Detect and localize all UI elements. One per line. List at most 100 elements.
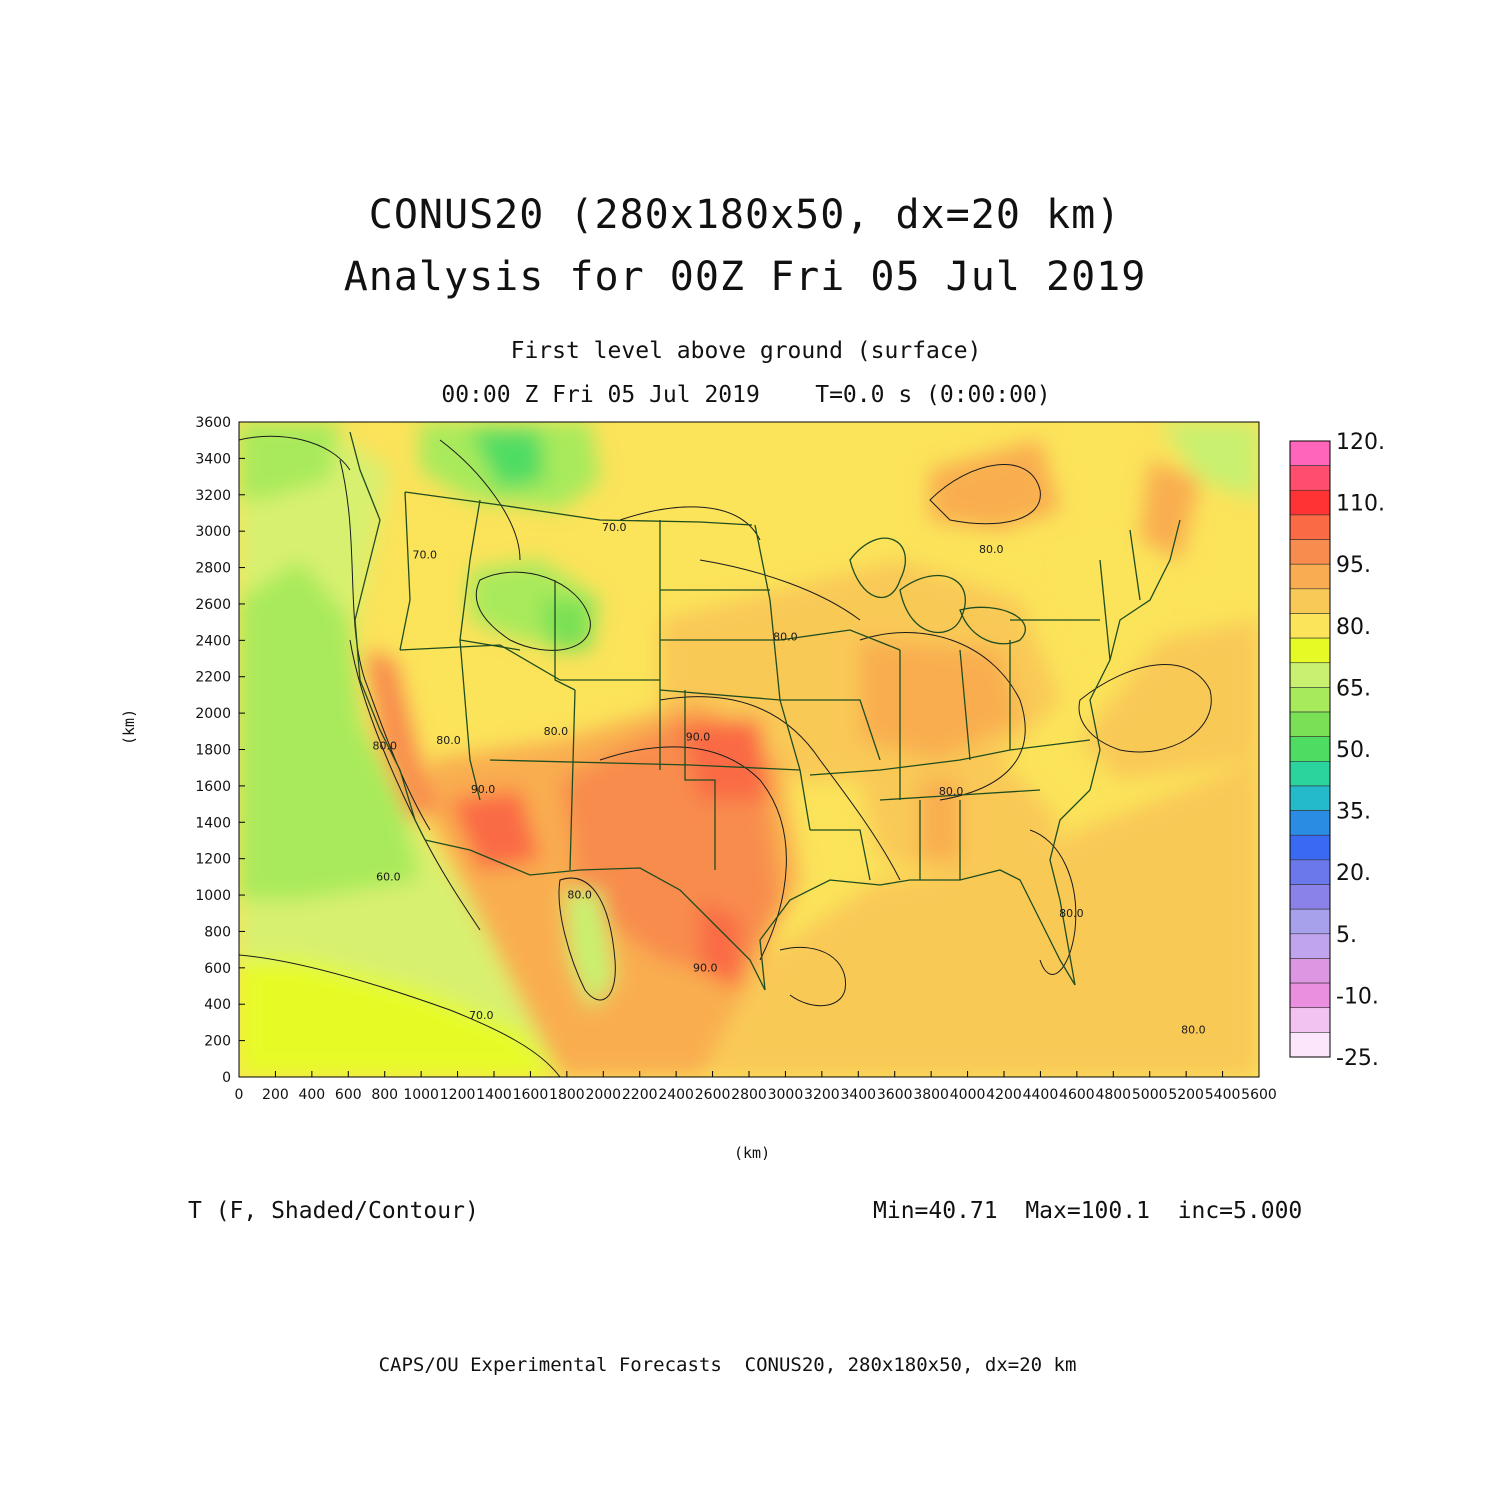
y-tick-label: 1600 xyxy=(195,779,231,795)
x-tick-label: 2200 xyxy=(622,1087,658,1103)
colorbar-swatch xyxy=(1289,489,1331,516)
y-tick-label: 3000 xyxy=(195,524,231,540)
colorbar-swatch xyxy=(1289,539,1331,565)
level-description: First level above ground (surface) xyxy=(510,338,982,364)
x-tick-label: 5600 xyxy=(1241,1087,1277,1103)
colorbar-swatch xyxy=(1289,933,1331,959)
y-tick-label: 1800 xyxy=(195,743,231,759)
contour-label: 90.0 xyxy=(693,961,718,974)
contour-label: 70.0 xyxy=(469,1009,494,1022)
y-tick-label: 2200 xyxy=(195,670,231,686)
x-tick-label: 1600 xyxy=(513,1087,549,1103)
x-tick-label: 1400 xyxy=(476,1087,512,1103)
x-tick-label: 1200 xyxy=(440,1087,476,1103)
x-axis: 0 200 400 600 800 1000 1200 1400 1600 1800 2000 220… xyxy=(235,1071,1277,1103)
colorbar-label: 95. xyxy=(1336,553,1371,578)
field-statistics: Min=40.71 Max=100.1 inc=5.000 xyxy=(873,1198,1303,1224)
colorbar-swatch xyxy=(1289,982,1331,1009)
y-tick-label: 1200 xyxy=(195,852,231,868)
colorbar-swatch xyxy=(1289,440,1331,466)
y-tick-label: 2600 xyxy=(195,597,231,613)
colorbar-label: 120. xyxy=(1336,430,1385,455)
contour-label: 90.0 xyxy=(471,783,496,796)
contour-label: 70.0 xyxy=(413,548,438,561)
colorbar-swatch xyxy=(1289,563,1331,590)
colorbar-swatch xyxy=(1289,1007,1331,1033)
colorbar-swatch xyxy=(1289,834,1331,861)
x-tick-label: 200 xyxy=(262,1087,289,1103)
contour-label: 70.0 xyxy=(602,521,627,534)
y-tick-label: 3600 xyxy=(195,415,231,431)
colorbar-swatch xyxy=(1289,465,1331,491)
x-tick-label: 3200 xyxy=(804,1087,840,1103)
y-tick-label: 0 xyxy=(222,1070,231,1086)
colorbar-label: -25. xyxy=(1336,1046,1379,1071)
credit-footer: CAPS/OU Experimental Forecasts CONUS20, … xyxy=(378,1354,1077,1376)
contour-label: 80.0 xyxy=(939,785,964,798)
x-tick-label: 2400 xyxy=(658,1087,694,1103)
x-tick-label: 5000 xyxy=(1132,1087,1168,1103)
colorbar-swatch xyxy=(1289,662,1331,688)
valid-time: 00:00 Z Fri 05 Jul 2019 T=0.0 s (0:00:00… xyxy=(441,382,1051,408)
x-tick-label: 600 xyxy=(335,1087,362,1103)
shaded-field xyxy=(239,422,1259,1077)
x-axis-label: (km) xyxy=(734,1144,771,1162)
contour-label: 80.0 xyxy=(372,740,397,753)
y-tick-label: 2800 xyxy=(195,561,231,577)
y-tick-label: 2000 xyxy=(195,706,231,722)
x-tick-label: 2800 xyxy=(731,1087,767,1103)
y-axis: 0 200 400 600 800 1000 1200 1400 1600 1800 2000 220… xyxy=(195,415,245,1086)
x-tick-label: 3000 xyxy=(768,1087,804,1103)
x-tick-label: 4000 xyxy=(950,1087,986,1103)
plot-title-line2: Analysis for 00Z Fri 05 Jul 2019 xyxy=(343,254,1147,300)
colorbar-swatch xyxy=(1289,810,1331,836)
contour-label: 80.0 xyxy=(1181,1023,1206,1036)
colorbar-swatch xyxy=(1289,1032,1331,1058)
colorbar-swatch xyxy=(1289,736,1331,762)
y-tick-label: 200 xyxy=(204,1034,231,1050)
x-tick-label: 800 xyxy=(371,1087,398,1103)
x-tick-label: 2600 xyxy=(695,1087,731,1103)
x-tick-label: 5400 xyxy=(1205,1087,1241,1103)
colorbar-swatch xyxy=(1289,613,1331,639)
x-tick-label: 2000 xyxy=(585,1087,621,1103)
y-tick-label: 400 xyxy=(204,997,231,1013)
colorbar-swatch xyxy=(1289,958,1331,984)
contour-label: 80.0 xyxy=(1059,907,1084,920)
political-boundaries xyxy=(349,431,1181,991)
colorbar-label: 50. xyxy=(1336,738,1371,763)
contour-label: 80.0 xyxy=(544,725,569,738)
contour-label: 80.0 xyxy=(979,543,1004,556)
contour-label: 80.0 xyxy=(773,630,798,643)
colorbar-swatch xyxy=(1289,884,1331,910)
plot-title-line1: CONUS20 (280x180x50, dx=20 km) xyxy=(368,192,1122,238)
y-tick-label: 3400 xyxy=(195,451,231,467)
x-tick-label: 1000 xyxy=(403,1087,439,1103)
colorbar-swatch xyxy=(1289,859,1331,885)
contour-label: 90.0 xyxy=(686,730,711,743)
x-tick-label: 0 xyxy=(235,1087,244,1103)
y-tick-label: 1000 xyxy=(195,888,231,904)
contour-label: 80.0 xyxy=(436,734,461,747)
colorbar-swatch xyxy=(1289,637,1331,664)
colorbar-label: 80. xyxy=(1336,615,1371,640)
y-tick-label: 600 xyxy=(204,961,231,977)
contour-labels: 70.0 80.0 90.0 80.0 80.0 90.0 60.0 80.0 90.0 70.0… xyxy=(372,521,1205,1036)
y-tick-label: 2400 xyxy=(195,633,231,649)
colorbar-swatch xyxy=(1289,588,1331,614)
x-tick-label: 3600 xyxy=(877,1087,913,1103)
colorbar-frame xyxy=(1289,440,1331,1058)
x-tick-label: 4400 xyxy=(1023,1087,1059,1103)
colorbar-label: 20. xyxy=(1336,861,1371,886)
y-tick-label: 1400 xyxy=(195,815,231,831)
y-tick-label: 3200 xyxy=(195,488,231,504)
x-tick-label: 4200 xyxy=(986,1087,1022,1103)
x-tick-label: 5200 xyxy=(1168,1087,1204,1103)
colorbar-swatch xyxy=(1289,761,1331,787)
colorbar-swatch xyxy=(1289,785,1331,811)
colorbar-label: 65. xyxy=(1336,676,1371,701)
y-axis-label: (km) xyxy=(120,708,138,745)
colorbar-swatch xyxy=(1289,514,1331,540)
x-tick-label: 3400 xyxy=(840,1087,876,1103)
colorbar-label: 35. xyxy=(1336,800,1371,825)
